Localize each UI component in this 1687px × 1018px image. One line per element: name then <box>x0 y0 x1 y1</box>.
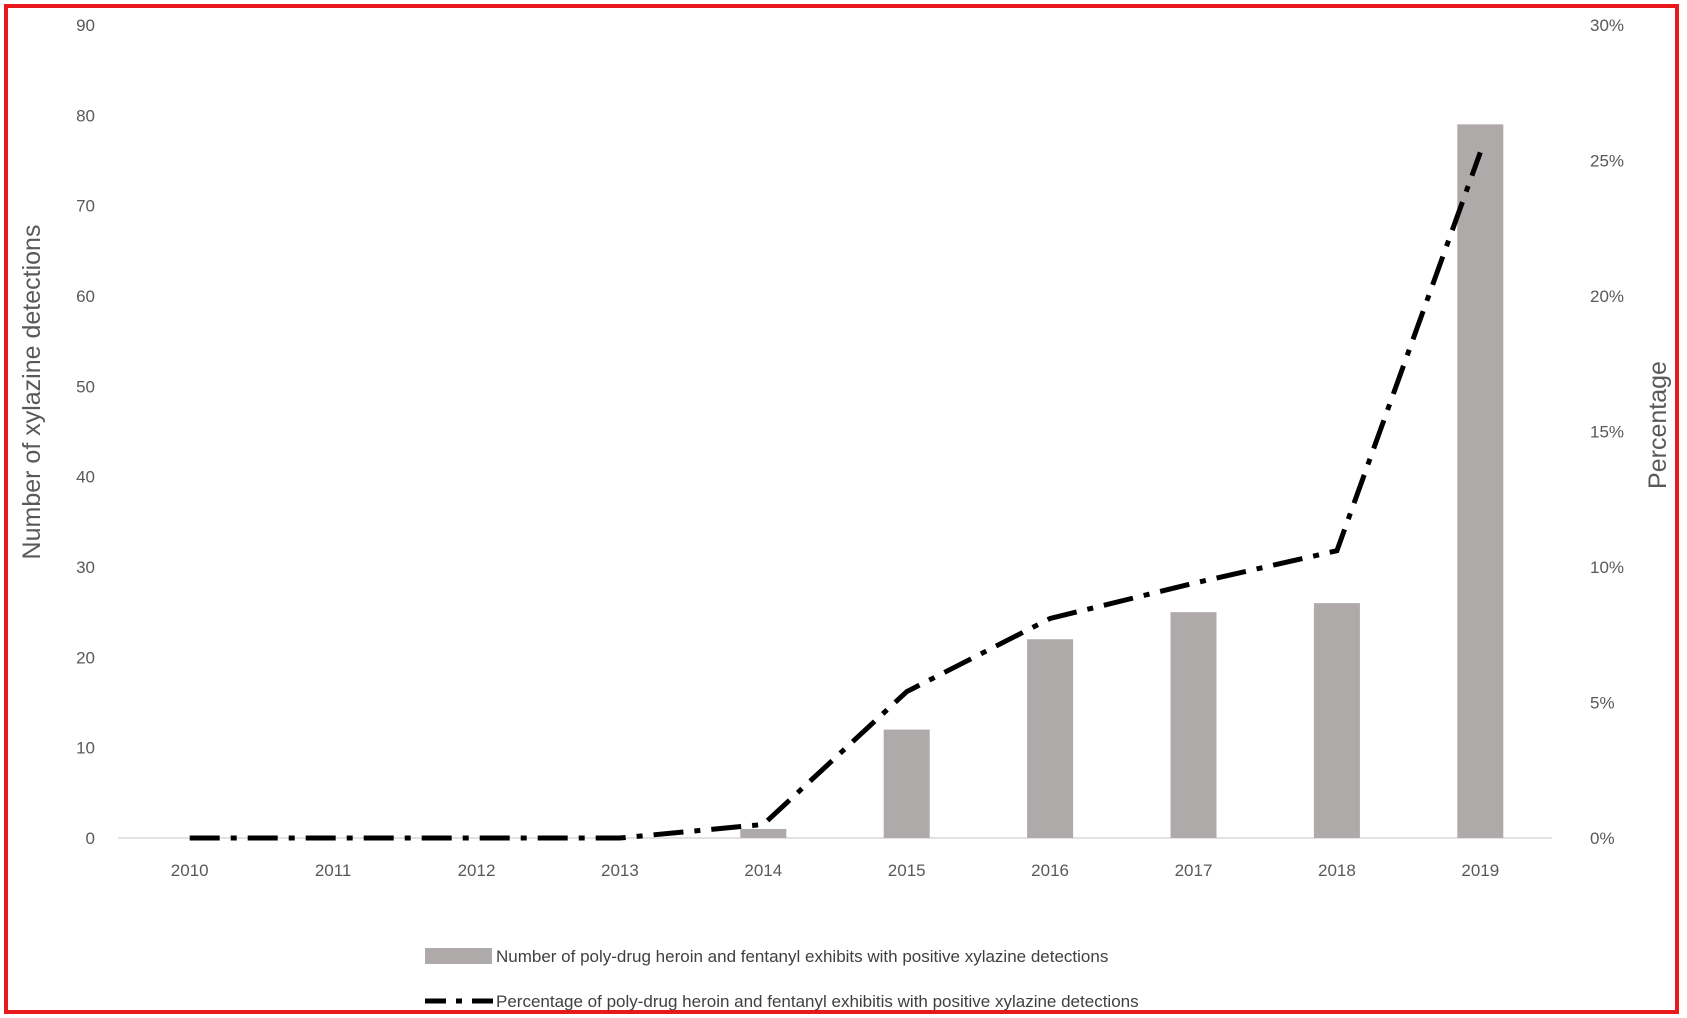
y2-tick-label: 5% <box>1590 694 1615 713</box>
x-tick-label: 2010 <box>171 861 209 880</box>
bar <box>1027 639 1074 838</box>
x-tick-label: 2016 <box>1031 861 1069 880</box>
bar <box>883 729 930 838</box>
y2-tick-label: 15% <box>1590 423 1624 442</box>
y-tick-label: 20 <box>76 648 95 667</box>
y2-tick-label: 10% <box>1590 558 1624 577</box>
legend: Number of poly-drug heroin and fentanyl … <box>425 947 1139 1011</box>
y-tick-label: 0 <box>86 829 95 848</box>
y2-tick-label: 30% <box>1590 16 1624 35</box>
y-tick-label: 60 <box>76 287 95 306</box>
legend-bar-label: Number of poly-drug heroin and fentanyl … <box>496 947 1108 966</box>
y-tick-label: 30 <box>76 558 95 577</box>
y2-tick-label: 25% <box>1590 152 1624 171</box>
right-axis-ticks: 0% 5% 10% 15% 20% 25% 30% <box>1590 16 1624 848</box>
x-axis-ticks: 2010 2011 2012 2013 2014 2015 2016 2017 2018 2019 <box>171 861 1499 880</box>
chart-frame <box>4 4 1679 1014</box>
x-tick-label: 2014 <box>744 861 782 880</box>
bar <box>1457 124 1504 838</box>
y-tick-label: 10 <box>76 739 95 758</box>
bar <box>1170 612 1217 838</box>
left-axis-ticks: 0 10 20 30 40 50 60 70 80 90 <box>76 16 95 848</box>
bar <box>740 828 787 838</box>
y2-axis-title: Percentage <box>1644 361 1672 489</box>
bar <box>1313 603 1360 838</box>
y-tick-label: 90 <box>76 16 95 35</box>
y-tick-label: 40 <box>76 468 95 487</box>
legend-line-label: Percentage of poly-drug heroin and fenta… <box>496 992 1139 1011</box>
y2-tick-label: 20% <box>1590 287 1624 306</box>
y-tick-label: 70 <box>76 197 95 216</box>
x-tick-label: 2017 <box>1175 861 1213 880</box>
y2-tick-label: 0% <box>1590 829 1615 848</box>
x-tick-label: 2012 <box>458 861 496 880</box>
x-tick-label: 2019 <box>1461 861 1499 880</box>
x-tick-label: 2018 <box>1318 861 1356 880</box>
x-tick-label: 2011 <box>315 861 352 880</box>
percentage-line <box>189 151 1483 841</box>
x-tick-label: 2015 <box>888 861 926 880</box>
y-tick-label: 50 <box>76 377 95 396</box>
legend-bar-swatch <box>425 948 492 964</box>
x-tick-label: 2013 <box>601 861 639 880</box>
y-tick-label: 80 <box>76 106 95 125</box>
bar-series <box>740 124 1504 838</box>
y-axis-title: Number of xylazine detections <box>18 225 46 560</box>
